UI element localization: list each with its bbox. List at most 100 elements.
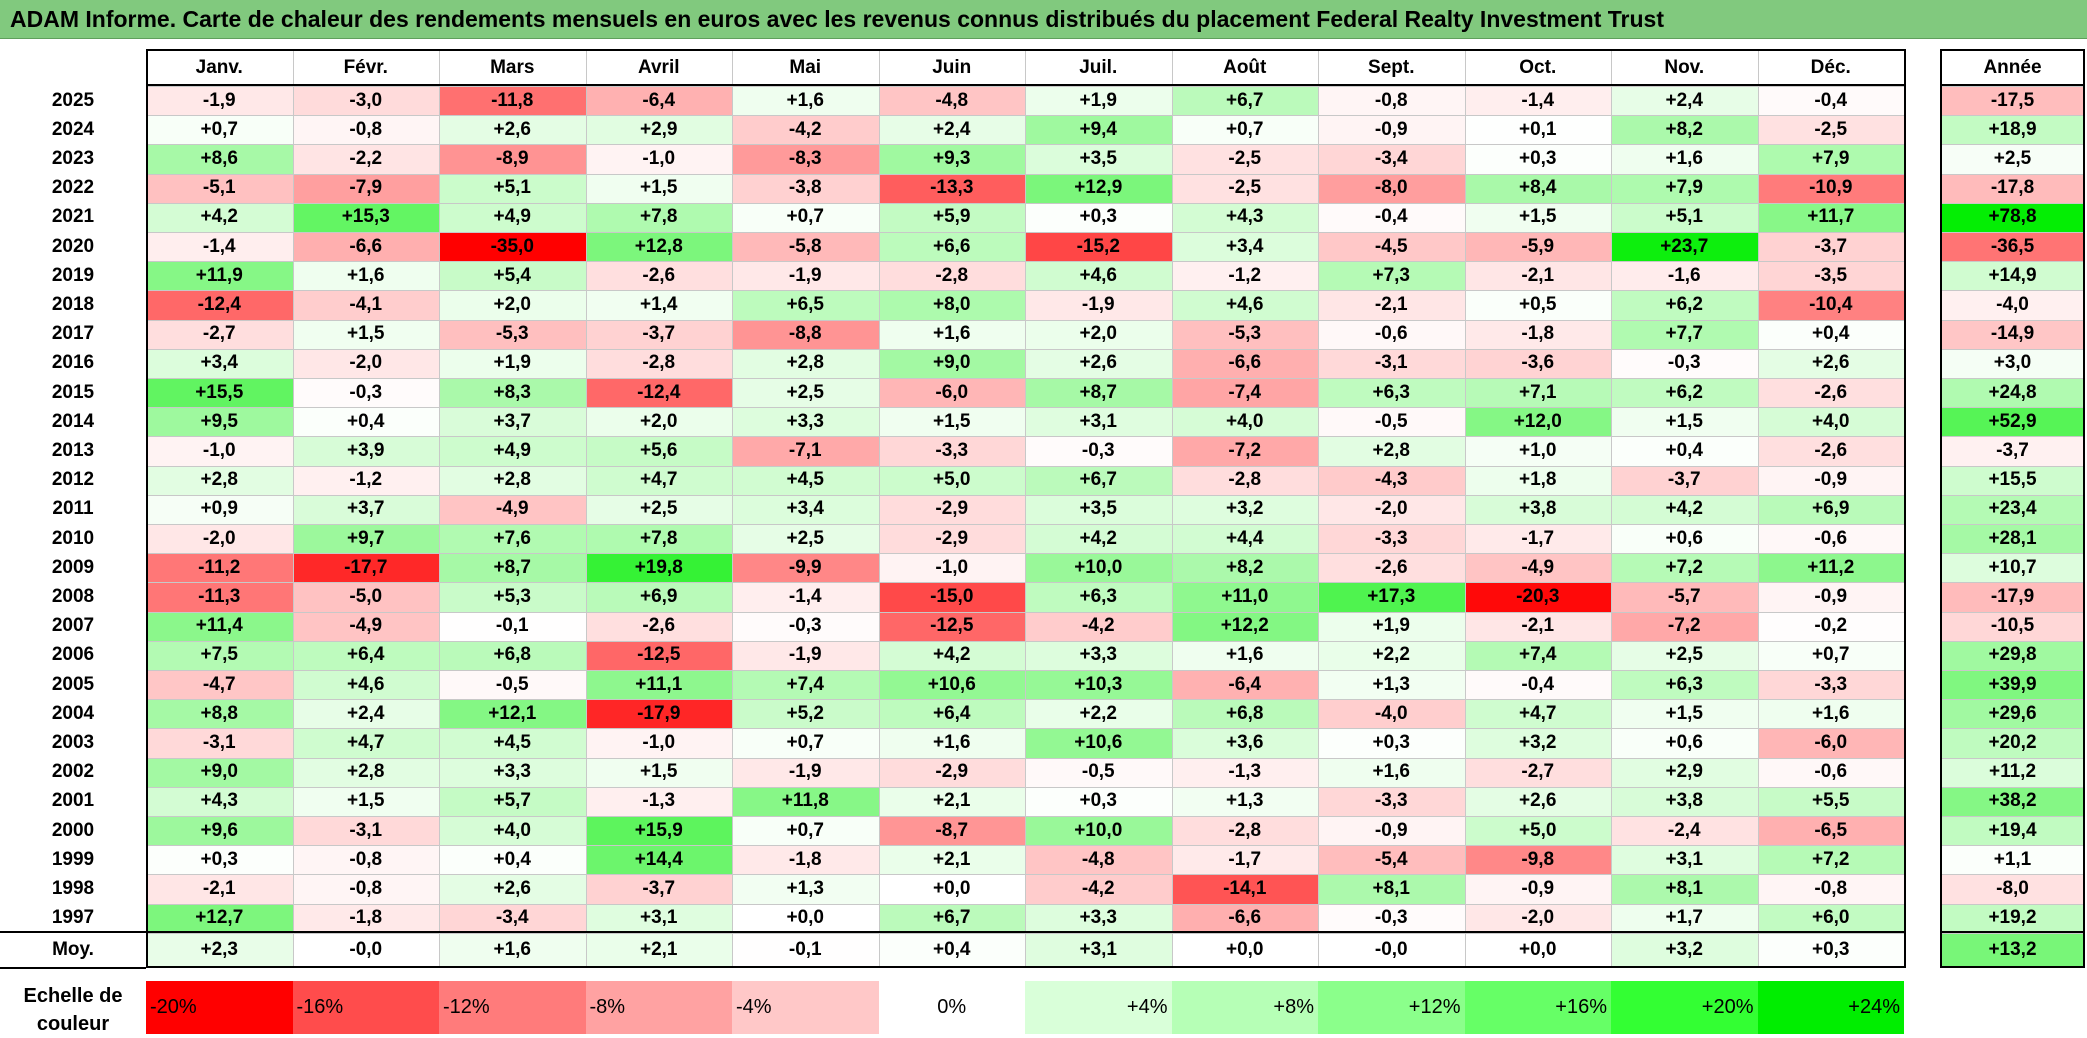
annual-cell: +19,2 <box>1940 903 2085 933</box>
average-cell: -0,0 <box>1318 933 1465 967</box>
heatmap-cell: +6,2 <box>1611 378 1758 408</box>
year-label: 1999 <box>0 845 146 875</box>
heatmap-cell: -2,0 <box>1318 494 1465 524</box>
heatmap-cell: -2,9 <box>878 524 1025 554</box>
heatmap-cell: +1,9 <box>439 348 586 378</box>
heatmap-cell: +4,6 <box>1025 261 1172 291</box>
heatmap-cell: +1,6 <box>1757 699 1904 729</box>
heatmap-cell: +1,6 <box>878 319 1025 349</box>
heatmap-cell: +5,2 <box>732 699 879 729</box>
heatmap-cell: -0,8 <box>292 845 439 875</box>
heatmap-cell: -2,9 <box>878 494 1025 524</box>
heatmap-cell: +0,0 <box>878 874 1025 904</box>
heatmap-cell: +0,1 <box>1464 115 1611 145</box>
grid-line <box>1611 50 1612 967</box>
average-cell: +0,0 <box>1464 933 1611 967</box>
heatmap-cell: +3,6 <box>1171 728 1318 758</box>
heatmap-cell: +4,3 <box>146 786 293 816</box>
heatmap-cell: +4,0 <box>439 816 586 846</box>
heatmap-cell: -5,3 <box>1171 319 1318 349</box>
heatmap-cell: +7,4 <box>732 670 879 700</box>
heatmap-cell: +0,7 <box>732 816 879 846</box>
heatmap-cell: +1,5 <box>585 173 732 203</box>
grid-line <box>1025 50 1026 967</box>
heatmap-cell: -4,3 <box>1318 465 1465 495</box>
color-scale-swatch: -12% <box>439 981 586 1034</box>
heatmap-cell: -0,5 <box>1025 757 1172 787</box>
annual-cell: +29,8 <box>1940 640 2085 670</box>
heatmap-cell: -3,6 <box>1464 348 1611 378</box>
heatmap-cell: -2,1 <box>1464 261 1611 291</box>
heatmap-cell: -1,2 <box>292 465 439 495</box>
heatmap-cell: +3,5 <box>1025 144 1172 174</box>
heatmap-cell: -12,5 <box>585 640 732 670</box>
average-label: Moy. <box>0 933 146 967</box>
average-cell: +3,1 <box>1025 933 1172 967</box>
year-label: 2009 <box>0 553 146 583</box>
heatmap-cell: +3,2 <box>1464 728 1611 758</box>
heatmap-cell: +5,7 <box>439 786 586 816</box>
heatmap-cell: +7,4 <box>1464 640 1611 670</box>
year-label: 2016 <box>0 348 146 378</box>
heatmap-cell: +2,1 <box>878 845 1025 875</box>
heatmap-cell: -0,8 <box>292 874 439 904</box>
heatmap-cell: -11,8 <box>439 86 586 116</box>
heatmap-cell: -4,9 <box>439 494 586 524</box>
heatmap-cell: -0,9 <box>1464 874 1611 904</box>
heatmap-cell: -0,3 <box>1611 348 1758 378</box>
heatmap-cell: +8,0 <box>878 290 1025 320</box>
year-label: 2015 <box>0 378 146 408</box>
color-scale-swatch: +24% <box>1757 981 1904 1034</box>
heatmap-cell: -15,2 <box>1025 232 1172 262</box>
year-label: 2001 <box>0 786 146 816</box>
grid-line <box>1940 494 2085 496</box>
heatmap-cell: +12,9 <box>1025 173 1172 203</box>
heatmap-cell: -3,3 <box>1318 786 1465 816</box>
heatmap-cell: +1,6 <box>1611 144 1758 174</box>
annual-cell: -8,0 <box>1940 874 2085 904</box>
annual-cell: +78,8 <box>1940 202 2085 232</box>
year-label: 2007 <box>0 611 146 641</box>
heatmap-cell: -3,1 <box>146 728 293 758</box>
heatmap-cell: +0,4 <box>292 407 439 437</box>
color-scale-swatch: -8% <box>585 981 732 1034</box>
heatmap-cell: +0,7 <box>732 202 879 232</box>
heatmap-cell: +11,9 <box>146 261 293 291</box>
annual-cell: +1,1 <box>1940 845 2085 875</box>
heatmap-cell: -10,4 <box>1757 290 1904 320</box>
heatmap-cell: -7,1 <box>732 436 879 466</box>
grid-line <box>1757 50 1759 967</box>
heatmap-cell: +6,0 <box>1757 903 1904 933</box>
heatmap-cell: +0,6 <box>1611 728 1758 758</box>
heatmap-cell: -8,3 <box>732 144 879 174</box>
heatmap-cell: -4,1 <box>292 290 439 320</box>
heatmap-cell: +15,3 <box>292 202 439 232</box>
heatmap-cell: -3,4 <box>1318 144 1465 174</box>
heatmap-cell: -2,6 <box>585 611 732 641</box>
grid-line <box>1940 348 2085 350</box>
heatmap-cell: -35,0 <box>439 232 586 262</box>
heatmap-cell: -1,3 <box>1171 757 1318 787</box>
heatmap-cell: -0,4 <box>1757 86 1904 116</box>
heatmap-cell: -3,1 <box>1318 348 1465 378</box>
heatmap-cell: +3,8 <box>1611 786 1758 816</box>
heatmap-cell: -0,6 <box>1757 757 1904 787</box>
month-header: Avril <box>585 50 732 85</box>
heatmap-cell: +7,3 <box>1318 261 1465 291</box>
heatmap-cell: -2,8 <box>1171 465 1318 495</box>
heatmap-cell: -4,0 <box>1318 699 1465 729</box>
heatmap-cell: +12,1 <box>439 699 586 729</box>
heatmap-cell: +3,3 <box>439 757 586 787</box>
heatmap-cell: -4,8 <box>1025 845 1172 875</box>
heatmap-cell: +6,4 <box>878 699 1025 729</box>
heatmap-cell: -8,0 <box>1318 173 1465 203</box>
year-label: 2023 <box>0 144 146 174</box>
heatmap-cell: +5,0 <box>878 465 1025 495</box>
heatmap-cell: +8,6 <box>146 144 293 174</box>
heatmap-cell: -1,4 <box>732 582 879 612</box>
heatmap-cell: -2,1 <box>1464 611 1611 641</box>
heatmap-cell: -8,7 <box>878 816 1025 846</box>
heatmap-cell: -0,4 <box>1318 202 1465 232</box>
heatmap-cell: -0,8 <box>292 115 439 145</box>
heatmap-cell: +10,3 <box>1025 670 1172 700</box>
